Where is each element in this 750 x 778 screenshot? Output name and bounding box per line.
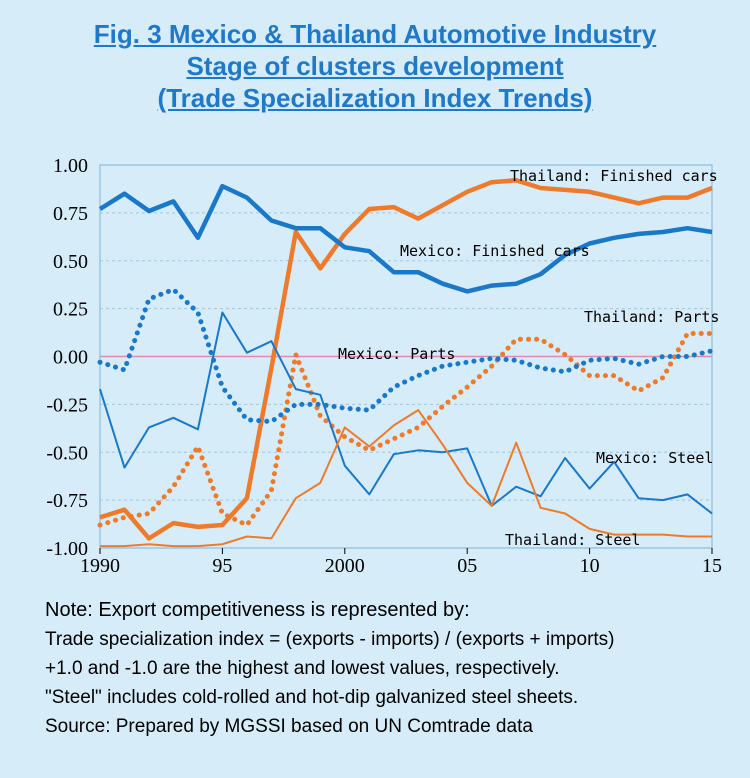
x-tick-label: 10 [580,555,600,577]
series-label-mexico-parts: Mexico: Parts [338,345,455,363]
y-tick-label: -0.50 [46,442,88,464]
chart-title: Fig. 3 Mexico & Thailand Automotive Indu… [0,18,750,114]
series-label-mexico-finished-cars: Mexico: Finished cars [400,242,590,260]
series-label-thailand-parts: Thailand: Parts [584,308,719,326]
y-tick-label: -0.25 [46,394,88,416]
chart-notes: Note: Export competitiveness is represen… [45,596,735,741]
y-tick-label: 0.50 [53,251,88,273]
series-label-thailand-finished-cars: Thailand: Finished cars [510,167,718,185]
plot-frame [99,164,713,549]
x-tick-label: 2000 [325,555,365,577]
y-tick-label: 0.00 [53,347,88,369]
note-line-2: Trade specialization index = (exports - … [45,629,615,650]
x-tick-label: 05 [457,555,477,577]
y-tick-label: -1.00 [46,538,88,560]
series-line-mexico-finished-cars [98,183,713,294]
note-line-1: Note: Export competitiveness is represen… [45,599,470,621]
series-line-mexico-parts [97,287,715,425]
series-label-thailand-steel: Thailand: Steel [505,531,640,549]
title-line-3: (Trade Specialization Index Trends) [157,83,593,113]
series-label-mexico-steel: Mexico: Steel [596,449,713,467]
note-line-4: "Steel" includes cold-rolled and hot-dip… [45,687,579,708]
x-tick-label: 15 [702,555,722,577]
y-tick-label: 0.25 [53,299,88,321]
series-line-mexico-steel [99,311,713,515]
y-tick-label: -0.75 [46,490,88,512]
y-tick-label: 0.75 [53,203,88,225]
y-tick-label: 1.00 [53,155,88,177]
note-line-5: Source: Prepared by MGSSI based on UN Co… [45,716,533,737]
note-line-3: +1.0 and -1.0 are the highest and lowest… [45,658,560,679]
series-line-thailand-steel [100,409,712,548]
x-tick-label: 95 [212,555,232,577]
line-chart: 1.00 0.75 0.50 0.25 0.00 -0.25 -0.50 -0.75 -1.00… [46,155,722,577]
title-line-2: Stage of clusters development [186,51,564,81]
series-line-thailand-parts [97,331,715,528]
x-tick-label: 1990 [80,555,120,577]
title-line-1: Fig. 3 Mexico & Thailand Automotive Indu… [93,19,657,49]
series-line-thailand-finished-cars [99,178,713,541]
